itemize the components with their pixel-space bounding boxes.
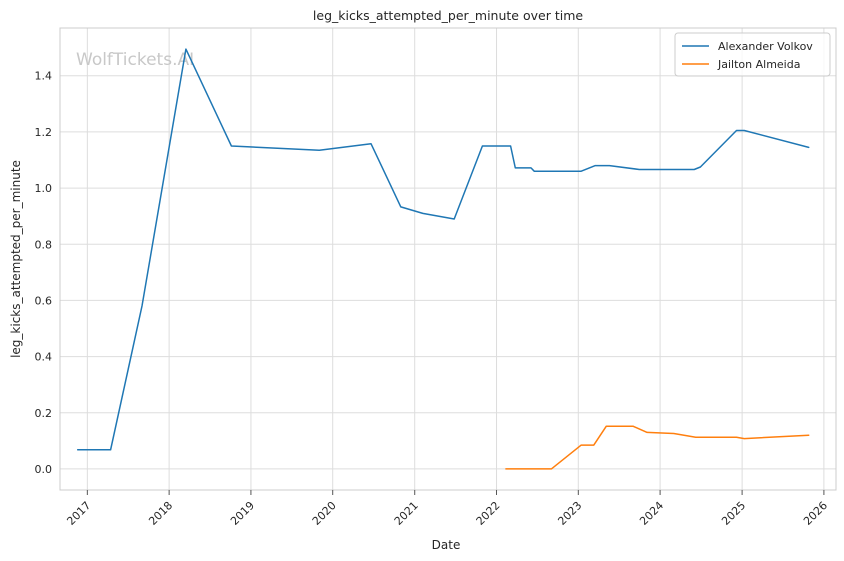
y-axis-label: leg_kicks_attempted_per_minute [9,160,23,358]
y-axis-ticks: 0.0 0.2 0.4 0.6 0.8 1.0 1.2 1.4 [35,70,53,476]
y-tick-label: 1.2 [35,126,53,139]
chart-title: leg_kicks_attempted_per_minute over time [313,8,583,23]
legend-label-volkov: Alexander Volkov [718,40,813,53]
legend: Alexander Volkov Jailton Almeida [674,32,831,77]
y-tick-label: 1.4 [35,70,53,83]
y-tick-label: 0.8 [35,238,53,251]
legend-box [674,32,831,77]
x-axis-label: Date [432,538,461,552]
y-tick-label: 0.4 [35,351,53,364]
grid-lines [60,28,836,490]
watermark: WolfTickets.AI [76,50,194,70]
series-layer [76,48,810,470]
y-tick-label: 0.0 [35,463,53,476]
y-tick-label: 0.2 [35,407,53,420]
series-line-almeida [505,425,810,470]
plot-frame [59,27,837,491]
y-tick-label: 1.0 [35,182,53,195]
legend-label-almeida: Jailton Almeida [717,58,800,71]
plot-area [60,28,836,490]
y-tick-label: 0.6 [35,294,53,307]
series-line-volkov [76,48,810,451]
